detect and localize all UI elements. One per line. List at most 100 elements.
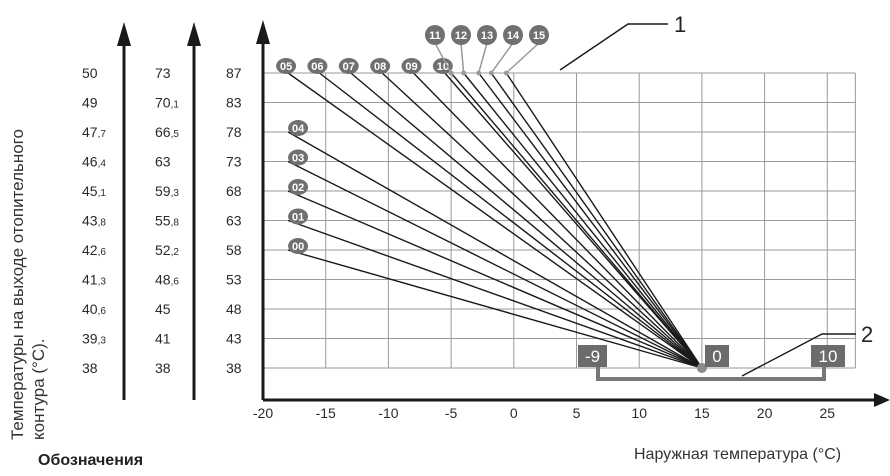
left-temperature-scales: 3839,340,641,342,643,845,146,447,7495038…	[82, 22, 201, 400]
curve-marker-label-09: 09	[405, 61, 417, 73]
curve-end-dot-13	[476, 70, 482, 76]
chart-grid	[262, 72, 856, 369]
scale-2-label: 73	[155, 65, 171, 81]
scale-3-label-dec: ,1	[98, 188, 107, 199]
y-tick-label: 78	[226, 124, 242, 140]
curve-marker-08	[370, 58, 391, 74]
x-tick-label: 10	[631, 405, 647, 421]
curve-end-dot-15	[503, 70, 509, 76]
scale-3-label-int: 38	[82, 360, 98, 376]
scale-2-label: 66,5	[155, 124, 179, 140]
curve-marker-label-15: 15	[533, 30, 545, 42]
scale-3-label: 40,6	[82, 301, 106, 317]
curve-marker-15	[529, 25, 549, 45]
y-tick-label: 68	[226, 183, 242, 199]
curve-marker-label-01: 01	[292, 212, 304, 224]
scale-3-label: 49	[82, 95, 98, 111]
y-tick-label: 63	[226, 213, 242, 229]
scale-2-label-int: 45	[155, 301, 171, 317]
curve-leader-14	[490, 42, 514, 74]
curve-marker-label-05: 05	[280, 61, 292, 73]
curve-line-04	[287, 131, 703, 369]
curve-marker-label-02: 02	[292, 182, 304, 194]
y-tick-label: 58	[226, 242, 242, 258]
x-tick-label: 0	[510, 405, 518, 421]
scale-3-label-int: 39	[82, 331, 98, 347]
curve-marker-label-06: 06	[311, 61, 323, 73]
y-tick-label: 48	[226, 301, 242, 317]
scale-3-label-int: 50	[82, 65, 98, 81]
scale-2-label-int: 48	[155, 272, 171, 288]
scale-2-label: 55,8	[155, 213, 179, 229]
curve-line-00	[287, 249, 703, 369]
scale-2-label-int: 66	[155, 124, 171, 140]
curve-line-03	[287, 160, 703, 369]
curve-marker-label-14: 14	[507, 30, 520, 42]
scale-2-label: 59,3	[155, 183, 179, 199]
x-axis-title: Наружная температура (°С)	[634, 446, 842, 463]
curve-marker-12	[451, 25, 471, 45]
curve-end-dot-12	[461, 70, 467, 76]
y-tick-label: 87	[226, 65, 242, 81]
curve-line-06	[319, 72, 703, 369]
curve-line-12	[463, 72, 703, 369]
scale-3-label-int: 49	[82, 95, 98, 111]
scale-3-axis-arrowhead	[117, 22, 131, 46]
curve-leader-15	[505, 42, 540, 74]
scale-3-label: 42,6	[82, 242, 106, 258]
curve-marker-04	[288, 120, 309, 136]
curve-line-07	[350, 72, 703, 369]
curve-leader-11	[434, 42, 452, 74]
legend-heading: Обозначения	[38, 452, 144, 469]
offset-zero-label-box	[705, 345, 729, 367]
curve-line-11	[450, 72, 703, 369]
chart-axes: -20 -15 -10 -5 0 5 10 15 20 253843485358636873788…	[226, 20, 890, 421]
scale-2-label: 45	[155, 301, 171, 317]
y-axis-arrowhead	[256, 20, 270, 44]
scale-3-label-int: 41	[82, 272, 98, 288]
offset-max-label-box	[811, 345, 845, 367]
y-tick-label: 83	[226, 95, 242, 111]
x-axis-arrowhead	[874, 393, 890, 407]
scale-3-label-dec: ,6	[98, 247, 107, 258]
scale-2-label: 52,2	[155, 242, 179, 258]
curve-marker-label-08: 08	[374, 61, 386, 73]
curve-marker-label-04: 04	[292, 123, 305, 135]
offset-scale-bracket	[596, 366, 826, 381]
scale-2-label: 41	[155, 331, 171, 347]
scale-2-label: 48,6	[155, 272, 179, 288]
offset-max-label: 10	[819, 347, 838, 366]
scale-2-label-int: 59	[155, 183, 171, 199]
curve-line-09	[412, 72, 703, 369]
y-tick-label: 73	[226, 154, 242, 170]
curve-marker-13	[477, 25, 497, 45]
x-tick-label: -15	[316, 405, 336, 421]
scale-2-label: 38	[155, 360, 171, 376]
scale-3-label: 47,7	[82, 124, 106, 140]
scale-2-label-dec: ,5	[171, 129, 180, 140]
scale-3-label-int: 45	[82, 183, 98, 199]
curve-marker-02	[288, 179, 309, 195]
curve-line-02	[287, 190, 703, 369]
curve-line-14	[490, 72, 703, 369]
curve-marker-10	[432, 58, 453, 74]
scale-3-label-int: 42	[82, 242, 98, 258]
scale-3-label-dec: ,8	[98, 218, 107, 229]
curve-marker-label-11: 11	[429, 30, 441, 42]
scale-2-label: 70,1	[155, 95, 179, 111]
scale-2-label: 63	[155, 154, 171, 170]
scale-3-label-dec: ,4	[98, 159, 107, 170]
curve-marker-label-13: 13	[481, 30, 493, 42]
scale-2-label-dec: ,1	[171, 100, 180, 111]
curve-line-13	[478, 72, 703, 369]
offset-min-label: -9	[585, 347, 600, 366]
callout-2-line	[741, 333, 856, 377]
y-tick-label: 38	[226, 360, 242, 376]
scale-2-label-dec: ,8	[171, 218, 180, 229]
curve-marker-11	[425, 25, 445, 45]
heating-curves	[287, 72, 703, 369]
scale-3-label: 39,3	[82, 331, 106, 347]
curve-line-10	[444, 72, 703, 369]
scale-3-label-int: 47	[82, 124, 98, 140]
